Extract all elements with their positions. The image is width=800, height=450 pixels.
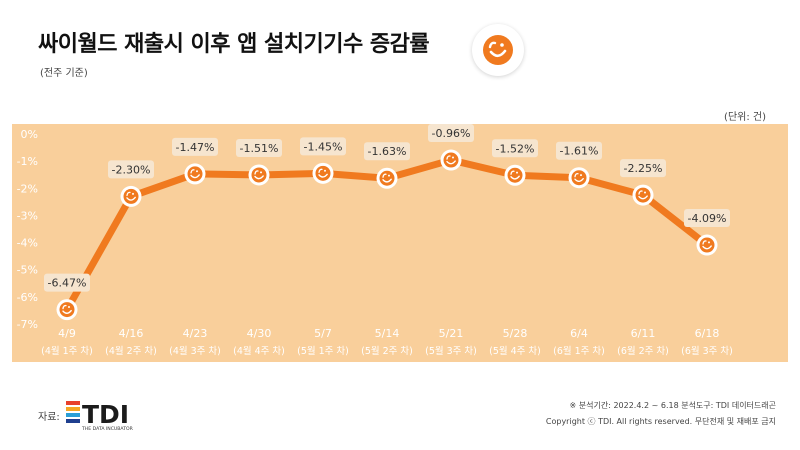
data-point-marker xyxy=(376,167,398,189)
x-tick-sublabel: (5월 3주 차) xyxy=(425,345,477,357)
data-label: -1.52% xyxy=(496,142,535,155)
y-tick-label: -1% xyxy=(17,155,38,168)
data-point-marker xyxy=(440,149,462,171)
data-label-box xyxy=(44,273,90,292)
data-point-marker xyxy=(184,163,206,185)
data-label-box xyxy=(172,137,218,156)
x-tick-sublabel: (6월 1주 차) xyxy=(553,345,605,357)
x-tick-sublabel: (6월 3주 차) xyxy=(681,345,733,357)
x-tick-label: 5/14 xyxy=(375,327,400,340)
x-tick-sublabel: (6월 2주 차) xyxy=(617,345,669,357)
data-label: -1.61% xyxy=(560,145,599,158)
page-title: 싸이월드 재출시 이후 앱 설치기기수 증감률 xyxy=(38,32,430,57)
data-label-box xyxy=(556,141,602,160)
y-tick-label: -5% xyxy=(17,264,38,277)
data-label-box xyxy=(108,160,154,179)
x-tick-sublabel: (4월 2주 차) xyxy=(105,345,157,357)
x-tick-label: 4/16 xyxy=(119,327,144,340)
x-tick-sublabel: (4월 4주 차) xyxy=(233,345,285,357)
y-tick-label: -2% xyxy=(17,182,38,195)
data-point-marker xyxy=(568,167,590,189)
data-label-box xyxy=(236,138,282,157)
footer-notes: ※ 분석기간: 2022.4.2 ~ 6.18 분석도구: TDI 데이터드래곤… xyxy=(546,398,776,430)
data-label: -1.63% xyxy=(368,145,407,158)
source-label: 자료: xyxy=(38,412,60,423)
y-tick-label: -6% xyxy=(17,291,38,304)
tdi-brand-name: TDI xyxy=(82,400,129,429)
chart-panel: 0% -1% -2% -3% -4% -5% -6% -7% -6.47% 4/9 (4월 1주 차… xyxy=(12,124,788,362)
unit-label: (단위: 건) xyxy=(724,112,766,123)
x-tick-label: 5/7 xyxy=(314,327,332,340)
y-tick-label: -3% xyxy=(17,209,38,222)
data-label: -1.51% xyxy=(240,142,279,155)
data-label: -2.30% xyxy=(112,163,151,176)
x-tick-label: 6/11 xyxy=(631,327,656,340)
data-point-marker xyxy=(312,162,334,184)
x-tick-sublabel: (4월 3주 차) xyxy=(169,345,221,357)
data-point-marker xyxy=(632,184,654,206)
data-label-box xyxy=(492,139,538,158)
data-point-marker xyxy=(248,164,270,186)
data-label-box xyxy=(684,209,730,228)
cyworld-smile-icon xyxy=(472,24,524,76)
x-tick-label: 6/4 xyxy=(570,327,588,340)
data-label-box xyxy=(300,137,346,156)
x-tick-label: 5/28 xyxy=(503,327,528,340)
data-point-marker xyxy=(56,299,78,321)
x-tick-label: 6/18 xyxy=(695,327,720,340)
tdi-logo: TDI THE DATA INCUBATOR xyxy=(66,398,150,436)
y-tick-label: -4% xyxy=(17,237,38,250)
page-subtitle: (전주 기준) xyxy=(40,68,88,79)
data-label: -0.96% xyxy=(432,127,471,140)
analysis-period-note: ※ 분석기간: 2022.4.2 ~ 6.18 분석도구: TDI 데이터드래곤 xyxy=(569,401,776,410)
x-tick-label: 4/9 xyxy=(58,327,76,340)
data-label: -4.09% xyxy=(688,212,727,225)
copyright-note: Copyright ⓒ TDI. All rights reserved. 무단… xyxy=(545,417,776,426)
data-label: -1.47% xyxy=(176,141,215,154)
data-label-box xyxy=(364,142,410,161)
x-tick-label: 5/21 xyxy=(439,327,464,340)
line-chart: 0% -1% -2% -3% -4% -5% -6% -7% -6.47% 4/9 (4월 1주 차… xyxy=(17,124,733,357)
data-label: -2.25% xyxy=(624,162,663,175)
x-tick-sublabel: (5월 4주 차) xyxy=(489,345,541,357)
data-label-box xyxy=(620,159,666,178)
data-label: -6.47% xyxy=(48,277,87,290)
x-tick-label: 4/30 xyxy=(247,327,272,340)
x-tick-sublabel: (5월 1주 차) xyxy=(297,345,349,357)
data-label-box xyxy=(428,124,474,143)
x-tick-sublabel: (5월 2주 차) xyxy=(361,345,413,357)
data-point-marker xyxy=(120,185,142,207)
data-point-marker xyxy=(696,234,718,256)
x-tick-sublabel: (4월 1주 차) xyxy=(41,345,93,357)
y-tick-label: -7% xyxy=(17,318,38,331)
x-tick-label: 4/23 xyxy=(183,327,208,340)
data-point-marker xyxy=(504,164,526,186)
y-tick-label: 0% xyxy=(21,128,38,141)
tdi-brand-tagline: THE DATA INCUBATOR xyxy=(81,426,134,432)
data-label: -1.45% xyxy=(304,140,343,153)
